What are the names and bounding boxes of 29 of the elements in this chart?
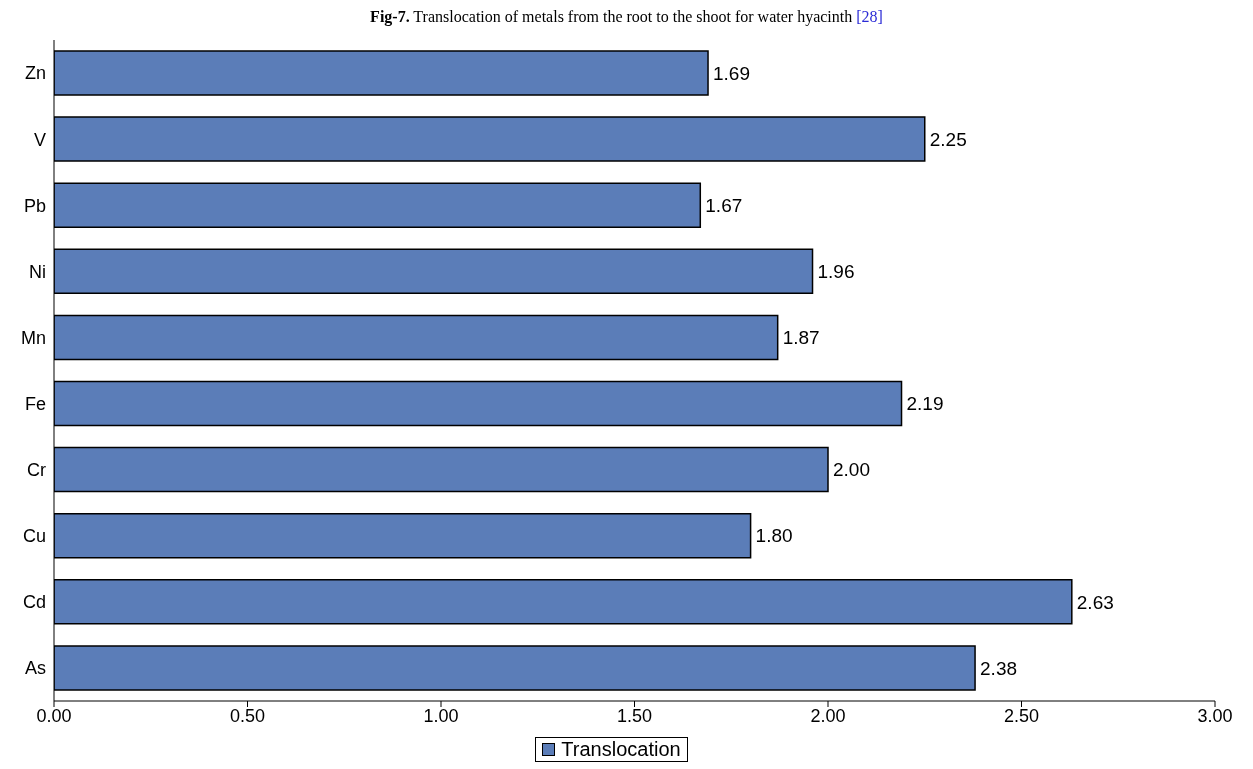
y-tick-label: Cr	[27, 460, 46, 481]
data-label: 1.80	[755, 525, 793, 547]
y-tick-label: Cu	[22, 526, 46, 547]
y-tick-label: Pb	[23, 195, 46, 216]
x-tick-label: 1.00	[423, 705, 459, 726]
data-label: 2.38	[980, 657, 1018, 679]
data-label: 1.69	[713, 62, 751, 84]
y-tick-label: Ni	[29, 261, 46, 282]
y-tick-label: Mn	[20, 327, 46, 348]
y-tick-label: Zn	[24, 63, 46, 84]
data-label: 2.19	[906, 393, 944, 415]
y-tick-label: Cd	[22, 592, 46, 613]
data-label: 1.87	[782, 327, 820, 349]
x-tick-label: 2.50	[1003, 705, 1040, 726]
y-tick-label: Fe	[24, 393, 46, 414]
y-tick-label: V	[33, 129, 46, 150]
x-tick-label: 1.50	[616, 705, 653, 726]
x-tick-label: 2.00	[810, 705, 846, 726]
legend-label: Translocation	[561, 738, 681, 761]
x-tick-label: 3.00	[1197, 705, 1233, 726]
data-label: 2.00	[833, 459, 870, 481]
chart-title: Fig-7. Translocation of metals from the root to the shoot for water hyacinth [28]	[369, 8, 884, 28]
x-tick-label: 0.50	[229, 705, 266, 726]
data-label: 2.25	[929, 128, 967, 150]
data-label: 2.63	[1076, 591, 1114, 613]
data-label: 1.96	[817, 261, 855, 283]
y-tick-label: As	[24, 658, 46, 679]
x-tick-label: 0.00	[36, 705, 72, 726]
data-label: 1.67	[705, 194, 743, 216]
